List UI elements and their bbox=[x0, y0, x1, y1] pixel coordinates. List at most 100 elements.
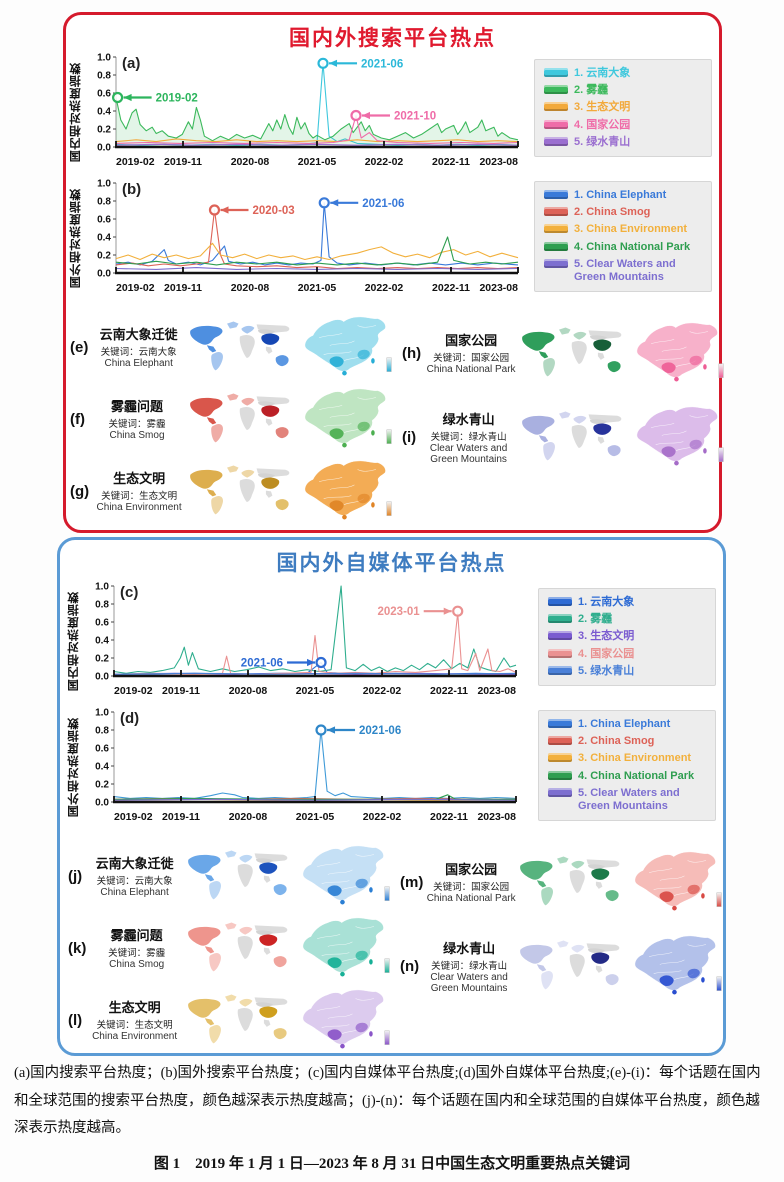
australia-landmass bbox=[605, 974, 619, 986]
map-titles: 国家公园 关键词：国家公园 China National Park bbox=[424, 330, 518, 376]
greenland-landmass bbox=[559, 411, 571, 419]
annotation-arrow bbox=[329, 59, 338, 67]
legend-item: 2. 雾霾 bbox=[548, 613, 706, 626]
annotation-marker bbox=[315, 724, 327, 736]
high-heat-region-southeast bbox=[357, 349, 370, 360]
y-tick-label: 1.0 bbox=[97, 179, 111, 190]
legend-swatch-icon bbox=[548, 648, 572, 658]
map-label: (k) 雾霾问题 关键词：雾霾 China Smog bbox=[68, 925, 184, 971]
province-borders bbox=[650, 331, 709, 368]
x-tick-label: 2021-05 bbox=[296, 685, 335, 697]
x-tick-label: 2021-05 bbox=[296, 811, 335, 823]
map-panel-letter: (n) bbox=[400, 957, 420, 975]
legend-swatch-icon bbox=[544, 68, 568, 77]
map-keyword: 关键词：绿水青山 bbox=[431, 960, 508, 972]
map-en: Clear Waters and Green Mountains bbox=[430, 971, 508, 995]
map-en: China Environment bbox=[96, 502, 182, 514]
map-keyword: 关键词：国家公园 bbox=[433, 882, 510, 894]
taiwan-island bbox=[371, 358, 375, 364]
china-region bbox=[259, 934, 278, 946]
legend-swatch-icon bbox=[548, 597, 572, 606]
legend-item: 2. 雾霾 bbox=[544, 84, 702, 97]
search-panel-title: 国内外搜索平台热点 bbox=[289, 27, 496, 50]
china-heat-map bbox=[302, 917, 390, 977]
europe-landmass bbox=[573, 331, 587, 340]
legend-item: 1. China Elephant bbox=[548, 718, 706, 731]
y-tick-label: 0.6 bbox=[97, 89, 111, 100]
legend-label: 1. 云南大象 bbox=[578, 596, 635, 608]
map-title: 国家公园 bbox=[445, 862, 498, 878]
x-tick-label: 2019-02 bbox=[114, 811, 153, 823]
hainan-island bbox=[674, 376, 679, 382]
series-line-1 bbox=[113, 585, 517, 674]
high-heat-region-southeast bbox=[689, 355, 702, 366]
y-tick-label: 0.6 bbox=[97, 215, 111, 226]
legend-label: 5. Clear Waters and Green Mountains bbox=[574, 257, 676, 283]
province-borders bbox=[316, 926, 375, 963]
map-en: China National Park bbox=[426, 364, 516, 376]
map-row-j: (j) 云南大象迁徙 关键词：云南大象 China Elephant bbox=[68, 840, 398, 912]
annotation-label: 2021-06 bbox=[241, 658, 283, 670]
series-line-3 bbox=[113, 612, 517, 675]
north-america-landmass bbox=[190, 325, 223, 345]
legend-label: 3. China Environment bbox=[574, 223, 688, 236]
central-asia-landmass bbox=[590, 419, 608, 424]
high-heat-region-southwest bbox=[329, 428, 344, 440]
legend-swatch-icon bbox=[544, 258, 568, 268]
map-title: 生态文明 bbox=[108, 1000, 161, 1016]
chart-letter: (a) bbox=[122, 55, 140, 72]
annotation-arrow bbox=[220, 206, 229, 214]
map-en: China National Park bbox=[426, 893, 516, 905]
map-titles: 雾霾问题 关键词：雾霾 China Smog bbox=[89, 925, 184, 971]
map-label: (l) 生态文明 关键词：生态文明 China Environment bbox=[68, 997, 184, 1043]
world-heat-map bbox=[522, 327, 622, 377]
series-line-3 bbox=[115, 236, 519, 266]
central-america-landmass bbox=[206, 417, 217, 425]
china-region bbox=[261, 477, 280, 489]
series-line-2 bbox=[115, 242, 519, 261]
india-landmass bbox=[265, 346, 273, 354]
annotation-arrow bbox=[307, 658, 316, 667]
world-heat-map bbox=[190, 465, 290, 515]
series-line-0 bbox=[115, 202, 519, 266]
africa-landmass bbox=[569, 954, 585, 977]
x-tick-label: 2022-11 bbox=[430, 685, 468, 697]
china-region bbox=[261, 405, 280, 417]
map-label: (g) 生态文明 关键词：生态文明 China Environment bbox=[70, 468, 186, 514]
south-america-landmass bbox=[541, 970, 554, 990]
x-tick-label: 2022-02 bbox=[363, 685, 402, 697]
chart-a-plot: 1.0 0.8 0.6 0.4 0.2 0.0 2019-02 2019-11 2020-08 2… bbox=[97, 53, 519, 168]
y-tick-label: 0.8 bbox=[97, 197, 111, 208]
legend-item: 2. China Smog bbox=[544, 206, 702, 219]
india-landmass bbox=[263, 875, 271, 883]
map-panel-letter: (i) bbox=[402, 428, 417, 446]
australia-landmass bbox=[605, 890, 619, 902]
australia-landmass bbox=[607, 361, 621, 373]
world-heat-map bbox=[190, 393, 290, 443]
china-region bbox=[261, 333, 280, 345]
legend-swatch-icon bbox=[548, 719, 572, 728]
map-title: 雾霾问题 bbox=[110, 399, 163, 415]
media-maps-left-column: (j) 云南大象迁徙 关键词：云南大象 China Elephant (k) 雾霾问题 关键… bbox=[68, 840, 398, 1056]
legend-item: 4. 国家公园 bbox=[544, 119, 702, 132]
africa-landmass bbox=[571, 425, 587, 448]
greenland-landmass bbox=[225, 922, 237, 930]
map-panel-letter: (e) bbox=[70, 338, 89, 356]
central-america-landmass bbox=[536, 964, 547, 972]
greenland-landmass bbox=[227, 465, 239, 473]
world-heat-map bbox=[188, 850, 288, 900]
high-heat-region-southwest bbox=[659, 975, 674, 987]
legend-item: 1. China Elephant bbox=[544, 189, 702, 202]
india-landmass bbox=[595, 881, 603, 889]
north-america-landmass bbox=[188, 926, 221, 946]
taiwan-island bbox=[701, 893, 705, 899]
taiwan-island bbox=[371, 502, 375, 508]
x-tick-label: 2023-08 bbox=[479, 282, 518, 294]
colorbar-icon bbox=[386, 429, 392, 444]
hainan-island bbox=[342, 370, 347, 376]
map-title: 国家公园 bbox=[445, 333, 498, 349]
x-tick-label: 2023-08 bbox=[479, 156, 518, 168]
central-asia-landmass bbox=[256, 858, 274, 863]
africa-landmass bbox=[239, 407, 255, 430]
colorbar-icon bbox=[386, 357, 392, 372]
